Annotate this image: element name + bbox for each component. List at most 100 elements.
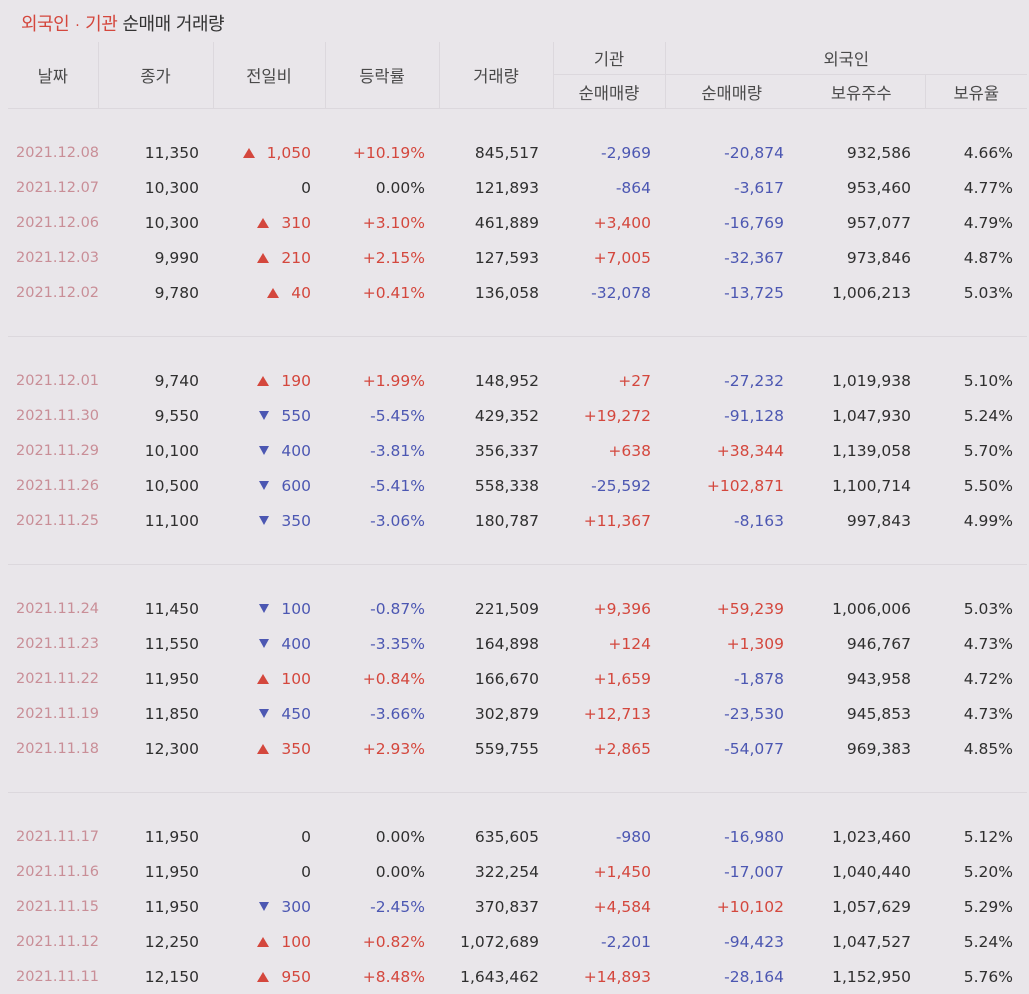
date-cell: 2021.11.29 — [8, 433, 98, 468]
inst-net-cell: +14,893 — [553, 959, 665, 994]
close-cell: 9,740 — [98, 363, 213, 398]
holdings-cell: 969,383 — [798, 731, 925, 766]
close-cell: 11,550 — [98, 626, 213, 661]
foreign-net-cell: +102,871 — [665, 468, 798, 503]
change-value: 0 — [301, 179, 311, 197]
close-cell: 11,850 — [98, 696, 213, 731]
change-cell: 350 — [213, 503, 325, 538]
foreign-net-cell: -20,874 — [665, 135, 798, 170]
spacer-row — [8, 109, 1027, 136]
rate-cell: 0.00% — [325, 170, 439, 205]
foreign-net-cell: +1,309 — [665, 626, 798, 661]
ratio-cell: 5.29% — [925, 889, 1027, 924]
foreign-net-cell: -23,530 — [665, 696, 798, 731]
ratio-cell: 5.20% — [925, 854, 1027, 889]
date-cell: 2021.11.17 — [8, 819, 98, 854]
change-value: 300 — [281, 898, 311, 916]
spacer-row — [8, 766, 1027, 793]
rate-cell: -5.41% — [325, 468, 439, 503]
holdings-cell: 1,006,006 — [798, 591, 925, 626]
volume-cell: 1,072,689 — [439, 924, 553, 959]
date-cell: 2021.12.06 — [8, 205, 98, 240]
up-triangle-icon — [243, 148, 255, 158]
volume-cell: 121,893 — [439, 170, 553, 205]
volume-cell: 461,889 — [439, 205, 553, 240]
header-change: 전일비 — [213, 42, 325, 109]
ratio-cell: 5.24% — [925, 924, 1027, 959]
change-value: 600 — [281, 477, 311, 495]
holdings-cell: 957,077 — [798, 205, 925, 240]
volume-cell: 148,952 — [439, 363, 553, 398]
close-cell: 11,950 — [98, 661, 213, 696]
date-cell: 2021.11.15 — [8, 889, 98, 924]
spacer-cell — [8, 766, 1027, 793]
holdings-cell: 1,019,938 — [798, 363, 925, 398]
volume-cell: 845,517 — [439, 135, 553, 170]
date-cell: 2021.11.22 — [8, 661, 98, 696]
volume-cell: 559,755 — [439, 731, 553, 766]
change-value: 0 — [301, 828, 311, 846]
close-cell: 12,300 — [98, 731, 213, 766]
inst-net-cell: +1,659 — [553, 661, 665, 696]
change-value: 100 — [281, 933, 311, 951]
up-triangle-icon — [257, 937, 269, 947]
inst-net-cell: +12,713 — [553, 696, 665, 731]
spacer-cell — [8, 565, 1027, 591]
header-foreign-net: 순매매량 — [665, 75, 798, 109]
holdings-cell: 1,047,527 — [798, 924, 925, 959]
volume-cell: 429,352 — [439, 398, 553, 433]
date-cell: 2021.12.03 — [8, 240, 98, 275]
spacer-cell — [8, 793, 1027, 819]
inst-net-cell: +1,450 — [553, 854, 665, 889]
up-triangle-icon — [257, 674, 269, 684]
foreign-net-cell: -8,163 — [665, 503, 798, 538]
foreign-net-cell: -54,077 — [665, 731, 798, 766]
change-cell: 300 — [213, 889, 325, 924]
change-cell: 550 — [213, 398, 325, 433]
close-cell: 10,300 — [98, 205, 213, 240]
date-cell: 2021.11.24 — [8, 591, 98, 626]
header-volume: 거래량 — [439, 42, 553, 109]
page-title: 외국인·기관 순매매 거래량 — [21, 10, 224, 36]
close-cell: 9,990 — [98, 240, 213, 275]
volume-cell: 356,337 — [439, 433, 553, 468]
change-cell: 950 — [213, 959, 325, 994]
volume-cell: 558,338 — [439, 468, 553, 503]
rate-cell: 0.00% — [325, 819, 439, 854]
change-cell: 100 — [213, 924, 325, 959]
change-value: 950 — [281, 968, 311, 986]
change-cell: 350 — [213, 731, 325, 766]
holdings-cell: 1,100,714 — [798, 468, 925, 503]
change-cell: 400 — [213, 626, 325, 661]
close-cell: 11,950 — [98, 889, 213, 924]
close-cell: 11,950 — [98, 819, 213, 854]
spacer-cell — [8, 310, 1027, 337]
spacer-row — [8, 310, 1027, 337]
close-cell: 9,550 — [98, 398, 213, 433]
ratio-cell: 4.87% — [925, 240, 1027, 275]
volume-cell: 322,254 — [439, 854, 553, 889]
rate-cell: -0.87% — [325, 591, 439, 626]
ratio-cell: 5.50% — [925, 468, 1027, 503]
change-cell: 100 — [213, 591, 325, 626]
inst-net-cell: +7,005 — [553, 240, 665, 275]
foreign-net-cell: -13,725 — [665, 275, 798, 310]
inst-net-cell: +27 — [553, 363, 665, 398]
foreign-net-cell: -16,980 — [665, 819, 798, 854]
close-cell: 10,100 — [98, 433, 213, 468]
holdings-cell: 953,460 — [798, 170, 925, 205]
header-close: 종가 — [98, 42, 213, 109]
rate-cell: +3.10% — [325, 205, 439, 240]
change-value: 100 — [281, 670, 311, 688]
down-triangle-icon — [259, 411, 269, 420]
foreign-net-cell: -1,878 — [665, 661, 798, 696]
